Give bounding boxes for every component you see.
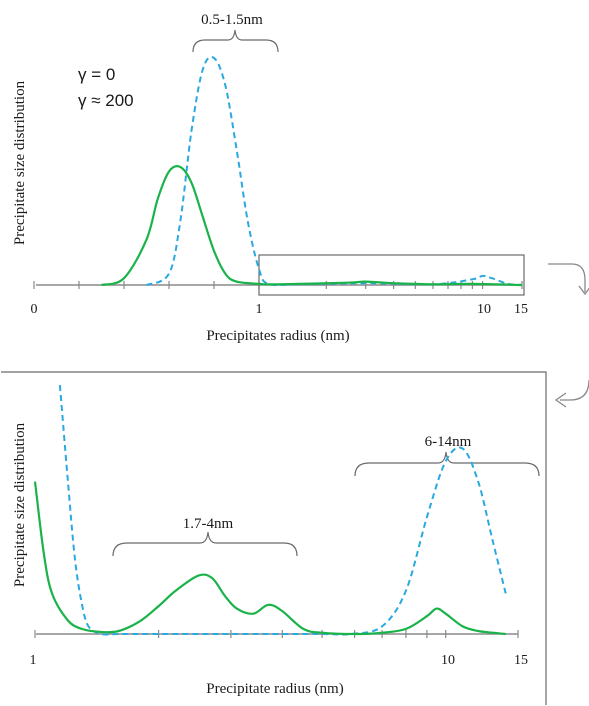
annotation-1.7-4nm: 1.7-4nm — [183, 516, 234, 532]
curved-arrow-left-icon — [554, 379, 589, 408]
top-panel: Precipitate size distribution Precipitat… — [12, 12, 528, 344]
legend-gamma-0: γ = 0 — [78, 65, 115, 84]
curved-arrow-right-icon — [548, 263, 589, 296]
bottom-panel: Precipitate size distribution Precipitat… — [1, 371, 547, 705]
bracket-6-14nm — [354, 451, 540, 477]
top-ylabel: Precipitate size distribution — [12, 80, 28, 245]
bottom-tick-label-10: 10 — [441, 653, 455, 668]
bottom-series-gamma-0 — [58, 385, 507, 636]
legend-gamma-200: γ ≈ 200 — [78, 91, 134, 110]
bottom-x-ticks — [34, 630, 519, 638]
bottom-frame — [1, 371, 547, 705]
zoom-box — [258, 254, 525, 296]
top-tick-label-15: 15 — [514, 302, 528, 317]
bracket-0.5-1.5nm — [192, 29, 279, 53]
bottom-xlabel: Precipitate radius (nm) — [206, 681, 343, 697]
bracket-1.7-4nm — [112, 531, 298, 557]
top-tick-label-1: 1 — [256, 302, 263, 317]
top-tick-label-10: 10 — [477, 302, 491, 317]
bottom-tick-label-1: 1 — [30, 653, 37, 668]
bottom-ylabel: Precipitate size distribution — [12, 422, 28, 587]
annotation-6-14nm: 6-14nm — [425, 434, 472, 450]
bottom-tick-label-15: 15 — [514, 653, 528, 668]
top-xlabel: Precipitates radius (nm) — [206, 328, 349, 344]
annotation-0.5-1.5nm: 0.5-1.5nm — [201, 12, 263, 28]
top-series-gamma-200 — [101, 165, 523, 287]
top-tick-label-0: 0 — [31, 302, 38, 317]
bottom-series-gamma-200 — [33, 481, 506, 636]
top-series-gamma-0 — [146, 55, 523, 287]
